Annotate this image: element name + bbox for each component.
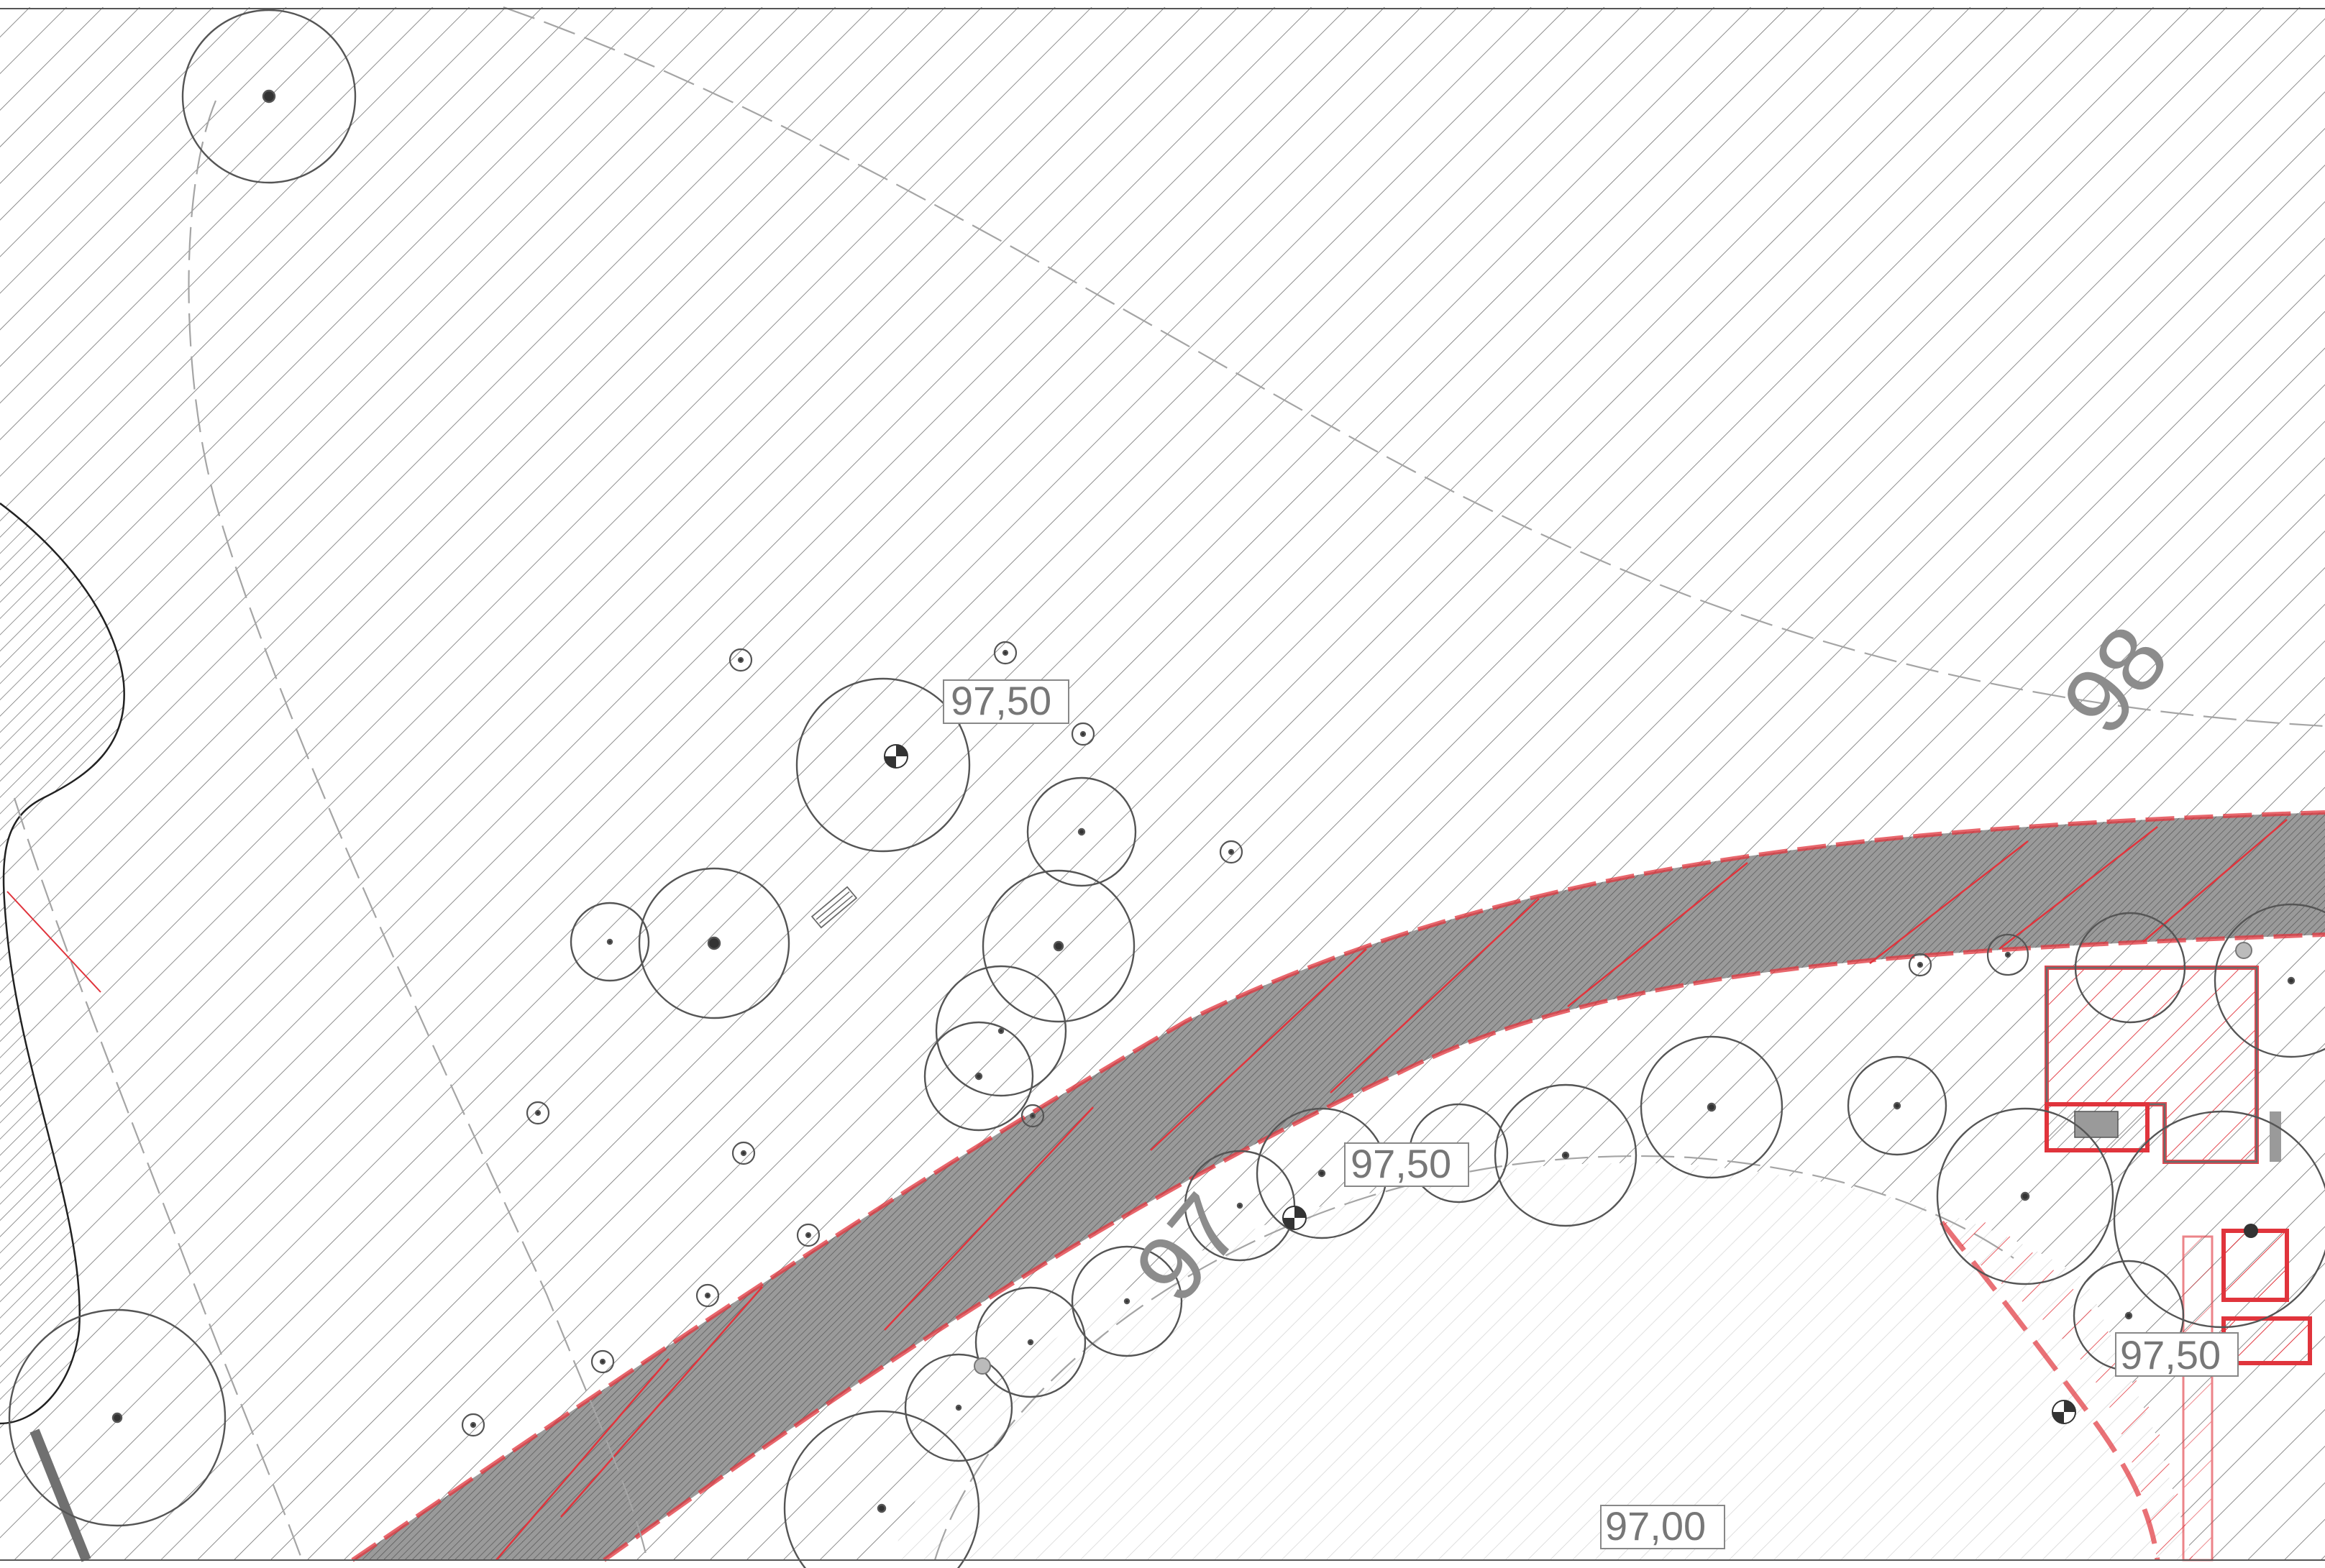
hydrant-marker xyxy=(2235,942,2252,959)
tree-canopy-icon xyxy=(181,9,357,184)
tree-canopy-icon xyxy=(935,965,1067,1097)
tree-canopy-icon xyxy=(974,1286,1087,1398)
tree-canopy-icon xyxy=(923,1021,1034,1132)
pole-marker xyxy=(2244,1224,2258,1238)
shrub-icon xyxy=(461,1413,485,1437)
tree-canopy-icon xyxy=(2113,1110,2325,1329)
tree-canopy-icon xyxy=(2214,903,2325,1058)
svg-text:97,50: 97,50 xyxy=(951,678,1051,723)
elevation-tag-upper: 97,50 xyxy=(943,678,1069,724)
tree-canopy-icon xyxy=(638,867,790,1019)
tree-canopy-icon xyxy=(1640,1035,1783,1179)
shrub-icon xyxy=(590,1349,615,1374)
shrub-icon xyxy=(1908,953,1932,977)
svg-text:97,50: 97,50 xyxy=(1351,1141,1451,1186)
elevation-tag-right: 97,50 xyxy=(2115,1332,2239,1377)
shrub-icon xyxy=(1071,722,1095,746)
svg-text:97,00: 97,00 xyxy=(1605,1503,1706,1549)
hydrant-marker xyxy=(974,1357,991,1375)
pond-bed-hatch xyxy=(0,503,124,1423)
road-edge-upper xyxy=(351,810,2325,1562)
shrubs xyxy=(461,641,2029,1437)
tree-canopy-icon xyxy=(8,1308,227,1527)
tree-canopy-icon xyxy=(1847,1055,1947,1156)
elevation-tag-road: 97,50 xyxy=(1344,1141,1469,1187)
tree-canopy-icon xyxy=(1494,1083,1637,1227)
demolition-zone-right xyxy=(1942,1222,2193,1560)
tree-canopy-icon xyxy=(795,677,971,853)
survey-benchmark-icon xyxy=(2052,1400,2076,1424)
shrub-icon xyxy=(1986,933,2029,976)
survey-benchmark-icon xyxy=(1282,1206,1307,1230)
paved-plaza-hatch xyxy=(892,1163,2193,1560)
building-stair-detail xyxy=(2074,1111,2119,1138)
bench-icon xyxy=(810,886,858,929)
survey-benchmark-icon xyxy=(884,744,908,769)
road-band-hatch xyxy=(352,812,2325,1560)
utility-box-upper xyxy=(2221,1229,2289,1302)
tree-canopy-icon xyxy=(2074,912,2186,1024)
shrub-icon xyxy=(731,1141,756,1165)
shrub-icon xyxy=(728,648,753,672)
light-pole xyxy=(29,1429,91,1562)
tree-canopy-icon xyxy=(982,869,1136,1023)
road-red-crosslines xyxy=(495,819,2288,1561)
shrub-icon xyxy=(1219,840,1243,864)
road-edge-lower xyxy=(603,932,2325,1562)
tree-canopy-icon xyxy=(570,902,650,982)
tree-canopy-icon xyxy=(1936,1107,2114,1285)
elevation-tag-bottom: 97,00 xyxy=(1600,1503,1725,1549)
pond-bed-edge xyxy=(0,503,125,1425)
trees xyxy=(8,9,2325,1568)
shrub-icon xyxy=(526,1101,550,1125)
shrub-icon xyxy=(695,1283,720,1308)
tree-canopy-icon xyxy=(783,1410,980,1568)
shrub-icon xyxy=(1020,1104,1045,1128)
shrub-icon xyxy=(796,1223,821,1247)
tree-canopy-icon xyxy=(1026,776,1137,887)
shrub-icon xyxy=(993,641,1018,665)
tree-canopy-icon xyxy=(904,1353,1013,1462)
demolition-line-left xyxy=(6,891,101,993)
bench-marker xyxy=(2270,1111,2281,1162)
tree-canopy-icon xyxy=(1071,1245,1183,1357)
contour-lines xyxy=(13,6,2325,1561)
demolition-edge-right xyxy=(1940,1220,2160,1561)
svg-text:97,50: 97,50 xyxy=(2120,1332,2221,1377)
fence-strip xyxy=(2182,1235,2214,1562)
